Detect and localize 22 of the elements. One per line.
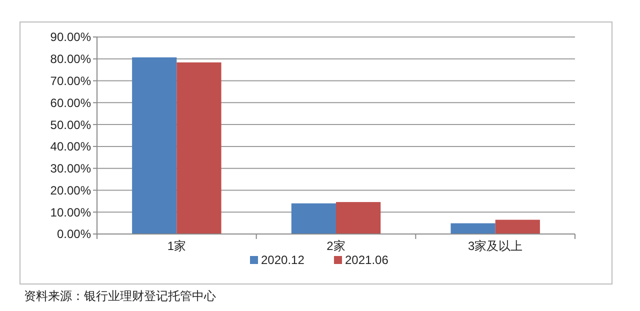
y-tick-label: 80.00%	[50, 52, 92, 66]
text: 资料来源：银行业理财登记托管中心	[24, 289, 216, 303]
bar	[450, 223, 496, 234]
y-tick-label: 0.00%	[56, 227, 92, 242]
y-tick-label: 70.00%	[50, 74, 92, 88]
y-tick-label: 10.00%	[50, 205, 92, 220]
y-tick-label: 50.00%	[50, 118, 92, 132]
bar	[291, 203, 336, 234]
x-tick-label: 2家	[326, 239, 346, 253]
y-tick-label: 90.00%	[50, 30, 92, 44]
x-tick-label: 3家及以上	[468, 239, 523, 253]
bar	[132, 57, 177, 234]
x-tick-label: 1家	[167, 239, 186, 253]
y-tick-label: 20.00%	[50, 183, 92, 198]
legend-label: 2020.12	[261, 253, 305, 268]
bar	[176, 62, 222, 234]
y-tick-label: 30.00%	[50, 162, 92, 176]
y-tick-label: 60.00%	[50, 96, 92, 110]
bar	[495, 220, 540, 234]
bar	[336, 202, 381, 234]
y-tick-label: 40.00%	[50, 140, 92, 154]
legend-label: 2021.06	[345, 253, 389, 268]
